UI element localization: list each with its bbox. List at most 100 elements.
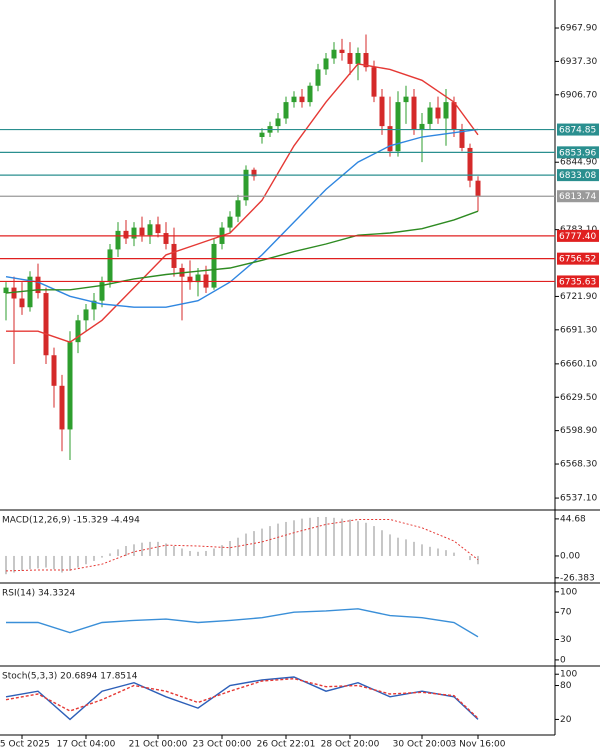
- candle-body: [403, 96, 409, 103]
- candle-body: [323, 58, 329, 70]
- candle-body: [187, 276, 193, 283]
- candle-body: [155, 224, 161, 234]
- y-tick-label: 6537.10: [560, 494, 597, 504]
- candle-body: [35, 276, 41, 294]
- indicator-line: [6, 63, 479, 343]
- candle-body: [427, 107, 433, 124]
- y-tick-label: 0.00: [560, 551, 580, 561]
- y-tick-label: 70: [560, 608, 572, 618]
- candle-body: [235, 200, 241, 217]
- candle-body: [99, 282, 105, 301]
- candle-body: [283, 102, 289, 119]
- candle-body: [139, 227, 145, 236]
- indicator-line: [6, 608, 479, 638]
- y-tick-label: 20: [560, 715, 572, 725]
- level-label: 6735.63: [559, 277, 596, 287]
- candle-body: [3, 287, 9, 294]
- level-label-box: [557, 190, 599, 203]
- candle-body: [195, 274, 201, 283]
- candle-body: [443, 102, 449, 119]
- candle-body: [83, 309, 89, 321]
- level-label: 6874.85: [559, 126, 596, 136]
- candle-body: [467, 147, 473, 181]
- y-tick-label: 44.68: [560, 514, 586, 524]
- level-label: 6853.96: [559, 148, 596, 158]
- candle-body: [395, 102, 401, 152]
- y-tick-label: 6568.30: [560, 460, 597, 470]
- level-label-box: [557, 252, 599, 265]
- indicator-line: [5, 677, 479, 719]
- indicator-title: RSI(14) 34.3324: [2, 589, 75, 599]
- candle-body: [339, 49, 345, 54]
- y-tick-label: 6629.50: [560, 393, 597, 403]
- candle-body: [435, 107, 441, 119]
- candle-body: [363, 53, 369, 68]
- x-tick-label: 30 Oct 20:00: [393, 740, 452, 750]
- y-tick-label: 6844.90: [560, 158, 597, 168]
- level-label-box: [557, 146, 599, 159]
- y-tick-label: 6721.90: [560, 292, 597, 302]
- y-tick-label: 6967.90: [560, 24, 597, 34]
- candle-body: [379, 96, 385, 127]
- indicator-title: MACD(12,26,9) -15.329 -4.494: [2, 516, 140, 526]
- candle-body: [251, 169, 257, 177]
- y-tick-label: 6937.30: [560, 57, 597, 67]
- candle-body: [171, 243, 177, 268]
- level-label-box: [557, 275, 599, 288]
- candle-body: [411, 96, 417, 130]
- candle-body: [75, 320, 81, 343]
- candle-body: [315, 69, 321, 86]
- y-tick-label: 80: [560, 681, 572, 691]
- candle-body: [475, 180, 481, 197]
- candle-body: [227, 216, 233, 228]
- x-tick-label: 17 Oct 04:00: [57, 740, 116, 750]
- level-label-box: [557, 169, 599, 182]
- y-tick-label: -26.383: [560, 573, 595, 583]
- indicator-line: [5, 128, 479, 308]
- candle-body: [355, 53, 361, 64]
- x-tick-label: 3 Nov 16:00: [451, 740, 506, 750]
- indicator-line: [5, 210, 479, 294]
- x-tick-label: 28 Oct 20:00: [321, 740, 380, 750]
- y-tick-label: 6906.70: [560, 90, 597, 100]
- y-tick-label: 30: [560, 635, 572, 645]
- candle-body: [11, 287, 17, 299]
- candle-body: [459, 129, 465, 148]
- x-tick-label: 21 Oct 00:00: [129, 740, 188, 750]
- y-tick-label: 100: [560, 670, 577, 680]
- y-tick-label: 6598.90: [560, 426, 597, 436]
- candle-body: [59, 385, 65, 430]
- candle-body: [19, 298, 25, 308]
- x-tick-label: 15 Oct 2025: [0, 740, 50, 750]
- level-label: 6813.74: [559, 192, 596, 202]
- candle-body: [163, 233, 169, 244]
- x-tick-label: 26 Oct 22:01: [257, 740, 316, 750]
- candle-body: [451, 102, 457, 130]
- y-tick-label: 6691.30: [560, 325, 597, 335]
- candle-body: [387, 126, 393, 152]
- candle-body: [419, 123, 425, 130]
- candle-body: [243, 169, 249, 201]
- candle-body: [27, 276, 33, 308]
- indicator-title: Stoch(5,3,3) 20.6894 17.8514: [2, 672, 138, 682]
- candle-body: [131, 227, 137, 239]
- candle-body: [211, 243, 217, 288]
- candle-body: [107, 249, 113, 283]
- candle-body: [51, 355, 57, 386]
- candle-body: [43, 293, 49, 356]
- candle-body: [347, 53, 353, 64]
- candle-body: [299, 96, 305, 103]
- candle-body: [147, 224, 153, 236]
- candle-body: [275, 118, 281, 127]
- level-label-box: [557, 229, 599, 242]
- y-tick-label: 0: [560, 655, 566, 665]
- candle-body: [115, 230, 121, 250]
- candle-body: [371, 67, 377, 97]
- candle-body: [123, 230, 129, 239]
- y-tick-label: 100: [560, 587, 577, 597]
- level-label: 6777.40: [559, 232, 596, 242]
- candle-body: [259, 132, 265, 138]
- candle-body: [307, 85, 313, 103]
